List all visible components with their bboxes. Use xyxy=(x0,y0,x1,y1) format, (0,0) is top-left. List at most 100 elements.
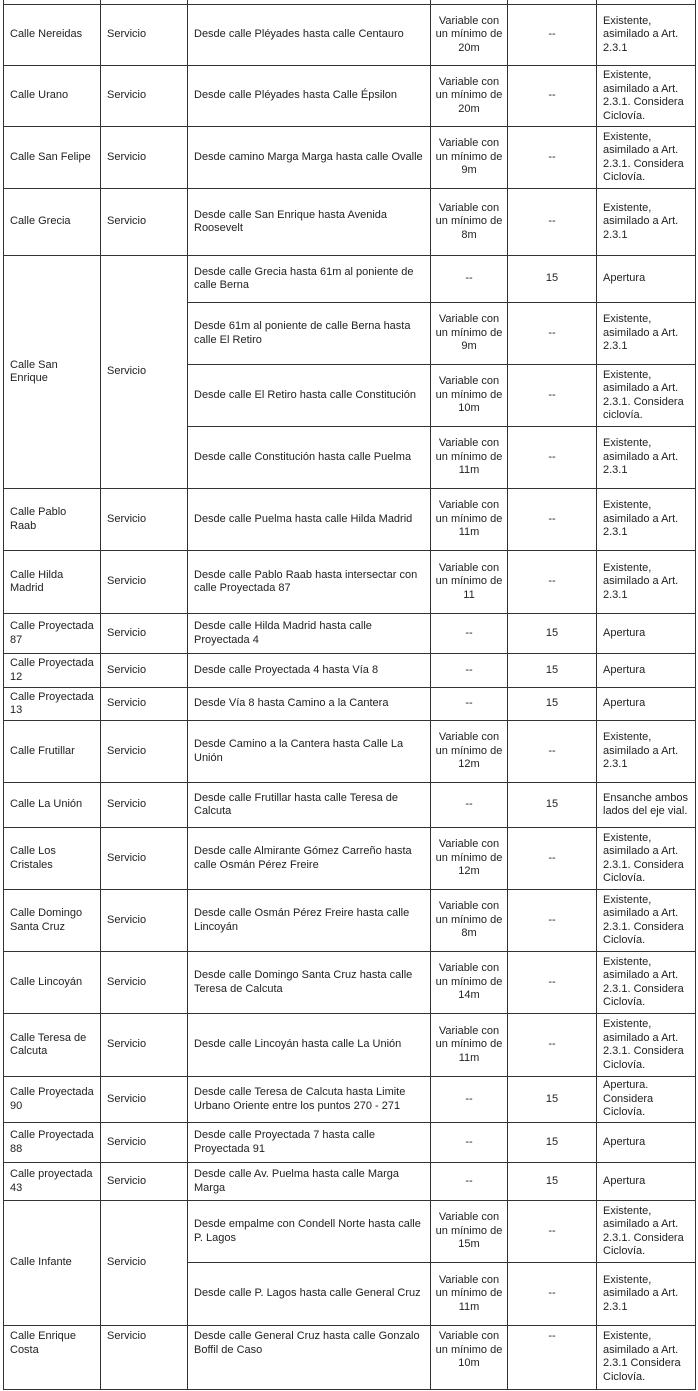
segment-description-cell: Desde calle Teresa de Calcuta hasta Limi… xyxy=(187,1076,431,1123)
segment-description-cell: Desde calle General Cruz hasta calle Gon… xyxy=(187,1325,431,1390)
existing-width-cell: -- xyxy=(430,653,508,688)
projected-width-cell: -- xyxy=(507,65,597,127)
segment-description-cell: Desde calle Puelma hasta calle Hilda Mad… xyxy=(187,488,431,551)
projected-width-cell: -- xyxy=(507,720,597,783)
road-type-cell: Servicio xyxy=(100,1076,188,1123)
segment-description-cell: Desde calle Proyectada 7 hasta calle Pro… xyxy=(187,1122,431,1163)
existing-width-cell: Variable con un mínimo de 12m xyxy=(430,720,508,783)
segment-description-cell: Desde calle Hilda Madrid hasta calle Pro… xyxy=(187,613,431,654)
observation-cell: Existente, asimilado a Art. 2.3.1. Consi… xyxy=(596,126,696,189)
observation-cell: Existente, asimilado a Art. 2.3.1. Consi… xyxy=(596,65,696,127)
table-row: Calle Domingo Santa Cruz Servicio Desde ca… xyxy=(3,889,696,952)
observation-cell: Existente, asimilado a Art. 2.3.1. Consi… xyxy=(596,364,696,427)
observation-cell: Existente, asimilado a Art. 2.3.1 xyxy=(596,550,696,614)
existing-width-cell: -- xyxy=(430,1162,508,1201)
projected-width-cell: 15 xyxy=(507,255,597,303)
road-type-cell: Servicio xyxy=(100,889,188,952)
segment-description-cell: Desde empalme con Condell Norte hasta ca… xyxy=(187,1200,431,1263)
observation-cell: Apertura xyxy=(596,1122,696,1163)
segment-description-cell: Desde calle Osmán Pérez Freire hasta cal… xyxy=(187,889,431,952)
projected-width-cell: 15 xyxy=(507,1122,597,1163)
road-type-cell: Servicio xyxy=(100,1200,188,1326)
segment-description-cell: Desde calle Almirante Gómez Carreño hast… xyxy=(187,827,431,890)
segment-description-cell: Desde calle Grecia hasta 61m al poniente… xyxy=(187,255,431,303)
existing-width-cell: Variable con un mínimo de 11m xyxy=(430,488,508,551)
observation-cell: Apertura xyxy=(596,687,696,721)
segment-description-cell: Desde calle Av. Puelma hasta calle Marga… xyxy=(187,1162,431,1201)
table-row: Calle Lincoyán Servicio Desde calle Doming… xyxy=(3,951,696,1014)
road-name-cell: Calle Enrique Costa xyxy=(3,1325,101,1390)
road-name-cell: Calle Proyectada 12 xyxy=(3,653,101,688)
table-row: Calle San Felipe Servicio Desde camino Mar… xyxy=(3,126,696,189)
observation-cell: Apertura xyxy=(596,1162,696,1201)
segment-description-cell: Desde calle El Retiro hasta calle Consti… xyxy=(187,364,431,427)
projected-width-cell: 15 xyxy=(507,1076,597,1123)
segment-description-cell: Desde calle Pléyades hasta Calle Épsilon xyxy=(187,65,431,127)
road-type-cell: Servicio xyxy=(100,687,188,721)
segment-description-cell: Desde camino Marga Marga hasta calle Ova… xyxy=(187,126,431,189)
projected-width-cell: -- xyxy=(507,302,597,365)
observation-cell: Existente, asimilado a Art. 2.3.1 xyxy=(596,426,696,489)
road-name-cell: Calle proyectada 43 xyxy=(3,1162,101,1201)
existing-width-cell: Variable con un mínimo de 11m xyxy=(430,1262,508,1326)
table-row: Calle Pablo Raab Servicio Desde calle Puel… xyxy=(3,488,696,551)
road-name-cell: Calle Proyectada 87 xyxy=(3,613,101,654)
road-name-cell: Calle Domingo Santa Cruz xyxy=(3,889,101,952)
existing-width-cell: -- xyxy=(430,687,508,721)
road-name-cell: Calle Los Cristales xyxy=(3,827,101,890)
projected-width-cell: -- xyxy=(507,1325,597,1390)
observation-cell: Existente, asimilado a Art. 2.3.1. Consi… xyxy=(596,1013,696,1077)
table-row: Calle Enrique Costa Servicio Desde calle G… xyxy=(3,1325,696,1390)
existing-width-cell: Variable con un mínimo de 15m xyxy=(430,1200,508,1263)
table-row: Calle Proyectada 87 Servicio Desde calle H… xyxy=(3,613,696,654)
projected-width-cell: -- xyxy=(507,1013,597,1077)
road-name-cell: Calle Lincoyán xyxy=(3,951,101,1014)
table-row: Calle San Enrique Servicio Desde calle Gre… xyxy=(3,255,696,489)
road-type-cell: Servicio xyxy=(100,188,188,256)
existing-width-cell: -- xyxy=(430,255,508,303)
projected-width-cell: 15 xyxy=(507,687,597,721)
observation-cell: Existente, asimilado a Art. 2.3.1 xyxy=(596,1262,696,1326)
observation-cell: Existente, asimilado a Art. 2.3.1. Consi… xyxy=(596,951,696,1014)
segment-description-cell: Desde calle P. Lagos hasta calle General… xyxy=(187,1262,431,1326)
observation-cell: Existente, asimilado a Art. 2.3.1. Consi… xyxy=(596,1200,696,1263)
projected-width-cell: -- xyxy=(507,827,597,890)
road-type-cell: Servicio xyxy=(100,1013,188,1077)
observation-cell: Existente, asimilado a Art. 2.3.1 Consid… xyxy=(596,1325,696,1390)
segment-description-cell: Desde calle Proyectada 4 hasta Vía 8 xyxy=(187,653,431,688)
existing-width-cell: Variable con un mínimo de 11m xyxy=(430,1013,508,1077)
projected-width-cell: -- xyxy=(507,550,597,614)
table-row: Calle proyectada 43 Servicio Desde calle A… xyxy=(3,1162,696,1201)
road-type-cell: Servicio xyxy=(100,1122,188,1163)
existing-width-cell: -- xyxy=(430,1122,508,1163)
existing-width-cell: Variable con un mínimo de 11m xyxy=(430,426,508,489)
road-type-cell: Servicio xyxy=(100,720,188,783)
table-row: Calle Proyectada 90 Servicio Desde calle T… xyxy=(3,1076,696,1123)
projected-width-cell: -- xyxy=(507,4,597,66)
road-name-cell: Calle Proyectada 88 xyxy=(3,1122,101,1163)
table-row: Calle Infante Servicio Desde empalme con C… xyxy=(3,1200,696,1326)
road-name-cell: Calle Proyectada 13 xyxy=(3,687,101,721)
road-type-cell: Servicio xyxy=(100,653,188,688)
projected-width-cell: 15 xyxy=(507,653,597,688)
observation-cell: Apertura xyxy=(596,613,696,654)
road-name-cell: Calle Nereidas xyxy=(3,4,101,66)
projected-width-cell: -- xyxy=(507,889,597,952)
road-type-cell: Servicio xyxy=(100,4,188,66)
road-type-cell: Servicio xyxy=(100,488,188,551)
table-subrow: Desde calle P. Lagos hasta calle General… xyxy=(4,1262,696,1326)
existing-width-cell: Variable con un mínimo de 9m xyxy=(430,302,508,365)
observation-cell: Existente, asimilado a Art. 2.3.1. Consi… xyxy=(596,889,696,952)
table-subrow: Desde calle El Retiro hasta calle Consti… xyxy=(4,364,696,427)
observation-cell: Existente, asimilado a Art. 2.3.1 xyxy=(596,720,696,783)
existing-width-cell: Variable con un mínimo de 9m xyxy=(430,126,508,189)
existing-width-cell: -- xyxy=(430,613,508,654)
road-type-cell: Servicio xyxy=(100,1162,188,1201)
existing-width-cell: Variable con un mínimo de 14m xyxy=(430,951,508,1014)
table-row: Calle Proyectada 88 Servicio Desde calle P… xyxy=(3,1122,696,1163)
projected-width-cell: -- xyxy=(507,188,597,256)
table-row: Calle La Unión Servicio Desde calle Frutil… xyxy=(3,782,696,828)
segment-description-cell: Desde calle Domingo Santa Cruz hasta cal… xyxy=(187,951,431,1014)
table-row: Calle Proyectada 13 Servicio Desde Vía 8 h… xyxy=(3,687,696,721)
segment-description-cell: Desde calle Pablo Raab hasta intersectar… xyxy=(187,550,431,614)
